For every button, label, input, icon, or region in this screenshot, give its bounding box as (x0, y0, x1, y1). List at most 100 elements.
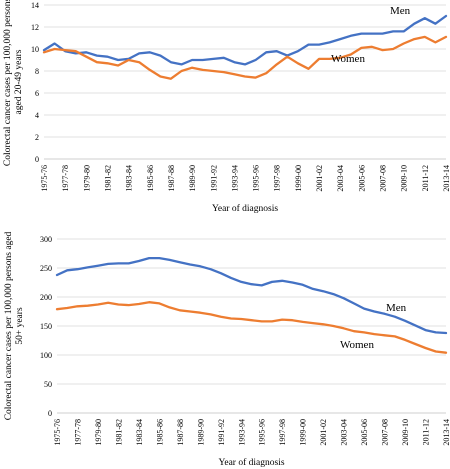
y-tick-label: 200 (40, 293, 52, 302)
data-point-women (332, 325, 334, 327)
y-axis-title: Colorectal cancer cases per 100,000 pers… (3, 0, 13, 166)
y-tick-label: 300 (40, 235, 52, 244)
data-point-women (394, 335, 396, 338)
series-label-men: Men (390, 5, 411, 17)
data-point-men (445, 332, 447, 334)
data-point-women (223, 71, 225, 73)
x-tick-label: 1997-98 (273, 165, 282, 192)
data-point-men (244, 63, 246, 65)
data-point-men (170, 61, 172, 63)
y-tick-label: 150 (40, 322, 52, 331)
data-point-men (413, 23, 415, 25)
x-tick-label: 2013-14 (442, 165, 450, 192)
data-point-women (97, 303, 99, 306)
data-point-men (360, 33, 362, 35)
data-point-men (322, 290, 324, 292)
data-point-men (148, 257, 150, 259)
data-point-men (329, 41, 331, 44)
data-point-men (199, 265, 201, 267)
data-point-women (76, 305, 79, 307)
data-point-men (281, 280, 283, 282)
data-point-women (281, 319, 283, 321)
data-point-women (212, 70, 214, 72)
data-point-men (230, 277, 232, 279)
x-tick-label: 1975-76 (53, 419, 62, 446)
y-tick-label: 10 (31, 45, 39, 54)
y-tick-label: 0 (48, 409, 52, 418)
x-tick-label: 1985-86 (155, 419, 164, 446)
data-point-men (291, 281, 294, 284)
series-line-women (42, 35, 448, 80)
data-point-women (350, 53, 352, 56)
series-label-women: Women (331, 53, 365, 65)
data-point-men (149, 51, 151, 53)
data-point-women (56, 308, 58, 310)
data-point-men (96, 55, 98, 57)
data-point-women (230, 317, 232, 320)
data-point-men (223, 57, 225, 59)
y-tick-label: 6 (35, 89, 39, 98)
x-axis-title: Year of diagnosis (212, 203, 278, 214)
data-point-women (413, 38, 415, 40)
data-point-women (209, 313, 212, 315)
x-tick-label: 1979-80 (94, 419, 103, 446)
data-point-men (212, 58, 214, 60)
data-point-women (302, 321, 304, 323)
data-point-women (138, 61, 140, 63)
series-line-men (55, 256, 448, 335)
data-point-women (424, 347, 427, 349)
x-tick-label: 2003-04 (340, 419, 349, 446)
data-point-men (363, 308, 365, 310)
data-point-women (276, 63, 278, 65)
x-tick-label: 1991-92 (217, 419, 226, 446)
data-point-men (261, 284, 263, 286)
data-point-women (322, 323, 324, 325)
data-point-men (424, 329, 427, 331)
data-point-men (189, 263, 191, 266)
data-point-women (128, 59, 130, 61)
data-point-women (353, 330, 355, 332)
data-point-women (180, 70, 183, 72)
data-point-women (85, 56, 87, 58)
y-tick-label: 100 (40, 351, 52, 360)
data-point-men (403, 30, 405, 32)
data-point-men (271, 281, 273, 283)
data-point-women (360, 47, 362, 49)
data-point-women (271, 320, 273, 322)
data-point-men (220, 272, 222, 274)
data-point-men (254, 59, 257, 61)
y-tick-label: 12 (31, 23, 39, 32)
data-point-women (343, 327, 345, 329)
data-point-women (445, 36, 447, 38)
data-point-women (43, 51, 45, 53)
data-point-women (286, 56, 288, 58)
data-point-women (445, 352, 447, 354)
data-point-women (265, 72, 267, 74)
x-tick-label: 1989-90 (196, 419, 205, 446)
data-point-women (117, 64, 119, 67)
data-point-men (117, 262, 120, 264)
data-point-women (435, 350, 437, 353)
data-point-men (435, 331, 437, 333)
data-point-men (76, 268, 79, 270)
data-point-men (318, 44, 320, 46)
data-point-men (191, 59, 193, 61)
data-point-women (329, 58, 331, 60)
data-point-women (138, 303, 140, 305)
data-point-men (404, 320, 406, 322)
data-point-women (96, 61, 98, 63)
data-point-women (424, 36, 426, 38)
data-point-men (240, 281, 242, 283)
x-tick-label: 1985-86 (146, 165, 155, 192)
data-point-men (233, 61, 236, 63)
data-point-women (414, 343, 416, 345)
data-point-women (220, 316, 222, 318)
x-tick-label: 1975-76 (40, 165, 49, 192)
x-tick-label: 2003-04 (336, 165, 345, 192)
x-tick-label: 1997-98 (278, 419, 287, 446)
data-point-men (53, 42, 56, 45)
data-point-women (250, 319, 253, 321)
data-point-women (233, 73, 236, 75)
data-point-women (199, 312, 201, 314)
data-point-women (291, 319, 294, 321)
